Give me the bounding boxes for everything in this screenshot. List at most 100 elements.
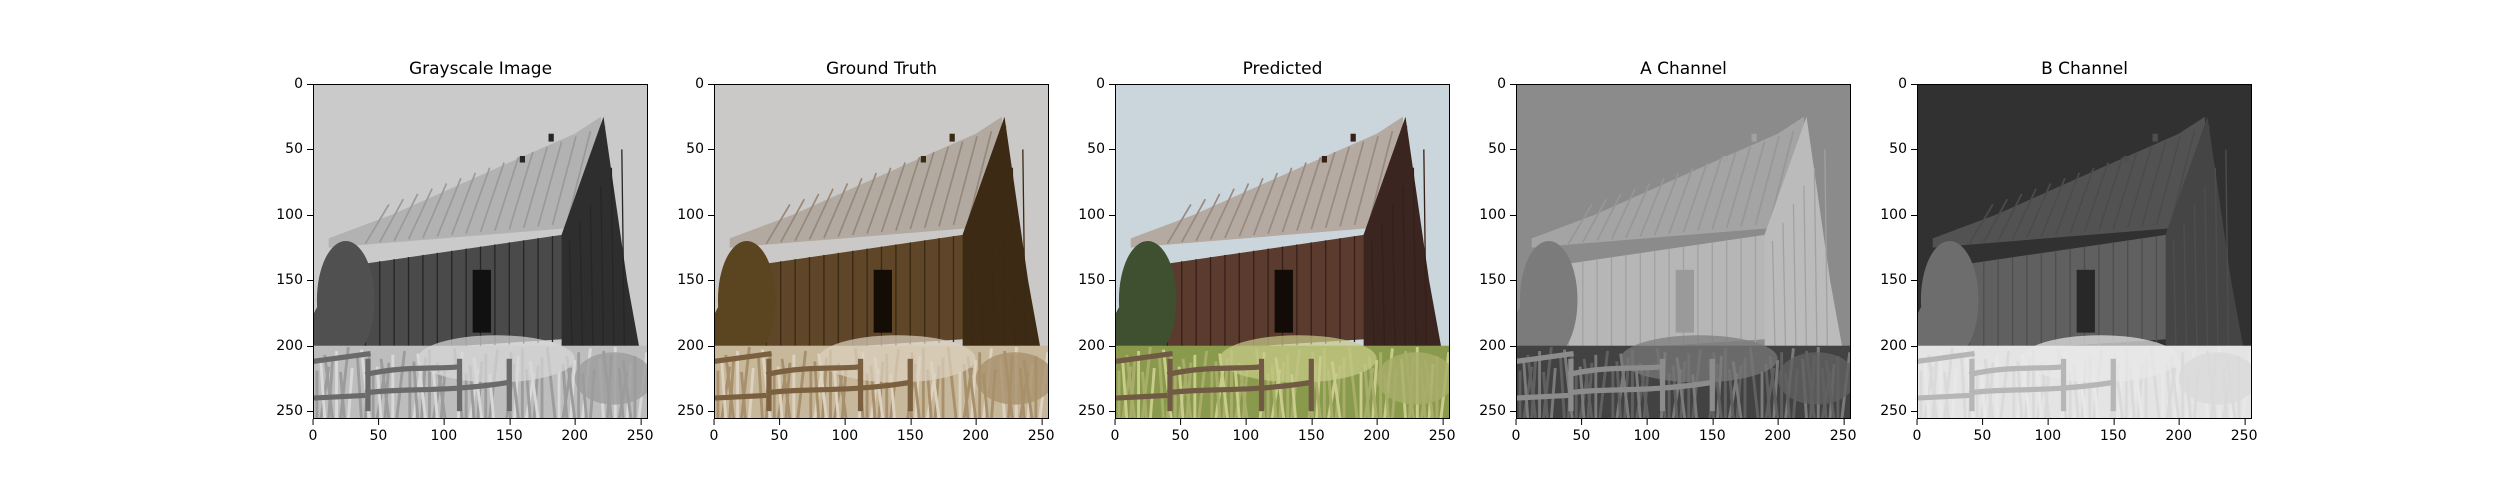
gable-plank (1381, 222, 1386, 353)
roof-vent (2123, 155, 2129, 163)
y-tick-label: 250 (677, 403, 714, 420)
barn-roof (1130, 116, 1406, 248)
roof-stripe (923, 146, 950, 229)
y-tick-label: 100 (1078, 206, 1115, 223)
roof-stripe (450, 172, 477, 236)
grass-blade (2173, 360, 2181, 419)
roof-stripe (1639, 177, 1665, 237)
image-axes: 0 50 100 150 200 250 0 50 100 150 200 250 (1078, 77, 1455, 443)
barn-wall (358, 234, 565, 353)
fence-post (2060, 358, 2067, 412)
fence-post (1308, 358, 1314, 412)
roof-stripe (1754, 136, 1780, 226)
grass-patch (417, 335, 575, 383)
subplot-bchan: B Channel 0 50 100 150 200 250 0 50 100 150 200 250 (1880, 0, 2257, 500)
fence-post (857, 358, 864, 412)
x-tick-label: 200 (1764, 419, 1792, 444)
roof-stripe (837, 177, 863, 237)
y-tick-label: 150 (1880, 272, 1917, 289)
grass-blade (832, 370, 840, 419)
roof-vent (2152, 133, 2158, 142)
x-tick-label: 50 (1973, 419, 1992, 444)
gable-plank (1402, 186, 1407, 353)
grass-patch (2178, 352, 2252, 405)
roof-stripe (1166, 203, 1192, 245)
roof-stripe (1769, 130, 1795, 224)
grass-blade (1121, 362, 1129, 419)
image-bchan (1917, 84, 2252, 419)
y-tick-label: 50 (1889, 141, 1917, 158)
y-tick-label: 100 (1479, 206, 1516, 223)
y-tick-label: 200 (1880, 337, 1917, 354)
roof-stripe (823, 183, 849, 239)
x-tick-label: 100 (430, 419, 458, 444)
grass-blade (1923, 362, 1931, 419)
roof-vent (949, 133, 955, 142)
image-axes: 0 50 100 150 200 250 0 50 100 150 200 250 (1479, 77, 1856, 443)
subplot-title: A Channel (1640, 59, 1727, 79)
grass-blade (1371, 360, 1379, 419)
roof-stripe (378, 198, 405, 243)
fence-rail (313, 350, 510, 401)
gable-plank (600, 186, 605, 353)
roof-stripe (1324, 146, 1351, 229)
roof-stripe (508, 151, 534, 230)
grass-blade (569, 360, 577, 419)
roof-stripe (909, 151, 935, 230)
fence-post (1969, 358, 1975, 412)
roof-vent (548, 133, 554, 142)
roof-stripe (479, 162, 505, 233)
y-tick-label: 0 (1898, 76, 1917, 92)
roof-stripe (1711, 151, 1737, 230)
roof-stripe (1267, 167, 1293, 234)
image-achan (1516, 84, 1851, 419)
x-tick-label: 0 (1511, 419, 1521, 444)
y-tick-label: 100 (276, 206, 313, 223)
roof-stripe (808, 188, 834, 240)
barn-roof (729, 116, 1005, 248)
gable-plank (621, 149, 626, 353)
roof-stripe (1296, 157, 1322, 231)
roof-stripe (2098, 157, 2124, 231)
gable-plank (2193, 204, 2198, 353)
roof-stripe (2126, 146, 2153, 229)
grass-patch (818, 335, 976, 383)
subplot-title: B Channel (2041, 59, 2128, 79)
grass-patch (975, 352, 1049, 405)
roof-stripe (2155, 136, 2181, 226)
grass-blade (2035, 370, 2043, 419)
image-axes: 0 50 100 150 200 250 0 50 100 150 200 250 (677, 77, 1054, 443)
x-tick-label: 250 (1829, 419, 1857, 444)
x-tick-label: 250 (1027, 419, 1055, 444)
blur-overlay (1917, 84, 2252, 419)
grass-blade (720, 362, 728, 419)
gable-plank (1022, 149, 1027, 353)
x-tick-label: 250 (626, 419, 654, 444)
subplot-achan: A Channel 0 50 100 150 200 250 0 50 100 150 200 250 (1479, 0, 1856, 500)
roof-stripe (1668, 167, 1694, 234)
subplot-title: Grayscale Image (408, 59, 553, 79)
gable-plank (980, 222, 985, 353)
grass-blade (1530, 358, 1538, 419)
image-axes: 0 50 100 150 200 250 0 50 100 150 200 250 (1880, 77, 2257, 443)
grass-blade (323, 354, 335, 419)
roof-stripe (2026, 183, 2052, 239)
grass-blade (1158, 357, 1165, 419)
gable-plank (1011, 167, 1016, 353)
fence-rail (1516, 350, 1713, 401)
image-gray (313, 84, 648, 419)
barn-roof (1932, 116, 2208, 248)
grass-patch (1376, 352, 1450, 405)
barn-door (2076, 269, 2095, 333)
grass-blade (1218, 353, 1229, 419)
grass-blade (1363, 363, 1371, 419)
grass-blade (1634, 370, 1642, 419)
fence-post (2110, 358, 2116, 412)
roof-stripe (1353, 136, 1379, 226)
roof-stripe (1653, 172, 1680, 236)
gable-plank (2204, 186, 2209, 353)
y-tick-label: 250 (276, 403, 313, 420)
gable-plank (969, 241, 974, 353)
fence-post (506, 358, 512, 412)
gable-plank (1824, 149, 1829, 353)
